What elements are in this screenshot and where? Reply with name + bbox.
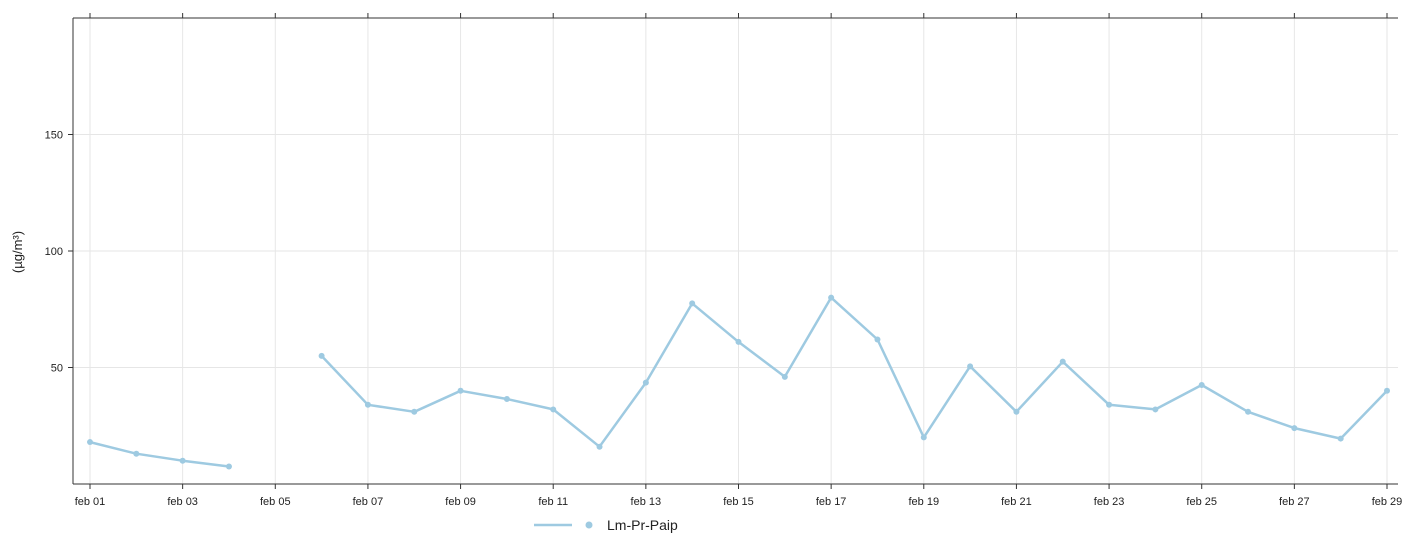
y-tick-label: 150 [45,130,63,142]
data-point [179,457,186,464]
data-point [318,352,325,359]
data-point [689,300,696,307]
x-tick-label: feb 07 [353,496,384,508]
y-axis-title: (µg/m³) [10,231,25,273]
gridlines [73,18,1398,484]
data-point [920,434,927,441]
data-point [642,379,649,386]
x-tick-label: feb 09 [445,496,476,508]
data-point [781,373,788,380]
data-point [874,336,881,343]
data-point [503,395,510,402]
data-point [1152,406,1159,413]
x-tick-label: feb 27 [1279,496,1310,508]
x-tick-label: feb 29 [1372,496,1402,508]
data-point [1291,425,1298,432]
data-point [1059,358,1066,365]
data-point [735,338,742,345]
x-tick-label: feb 21 [1001,496,1032,508]
data-point [87,439,93,446]
data-point [457,387,464,394]
y-tick-label: 50 [51,363,63,375]
data-point [596,443,603,450]
data-point [1013,408,1020,415]
data-point [411,408,418,415]
x-tick-label: feb 23 [1094,496,1125,508]
data-point [1337,435,1344,442]
data-point [133,450,140,457]
x-tick-label: feb 17 [816,496,847,508]
data-point [1245,408,1252,415]
x-tick-label: feb 13 [631,496,662,508]
data-point [1198,381,1205,388]
series-line [320,296,1388,448]
series-line [89,440,230,468]
legend-label: Lm-Pr-Paip [607,517,678,533]
x-tick-label: feb 25 [1186,496,1217,508]
axes [68,13,1398,489]
data-point [1384,387,1390,394]
data-point [550,406,557,413]
x-tick-label: feb 01 [75,496,106,508]
series-area [87,294,1390,470]
data-point [967,363,974,370]
tick-labels: feb 01 feb 03 feb 05 feb 07 feb 09 feb 11 feb … [45,130,1402,509]
data-point [1106,401,1113,408]
x-tick-label: feb 05 [260,496,291,508]
x-tick-label: feb 19 [908,496,939,508]
legend-point-swatch [585,521,593,529]
data-point [364,401,371,408]
legend: Lm-Pr-Paip [534,517,678,533]
x-tick-label: feb 03 [167,496,198,508]
data-point [828,294,835,301]
x-tick-label: feb 11 [538,496,568,508]
data-point [225,463,232,470]
y-tick-label: 100 [45,246,63,258]
x-tick-label: feb 15 [723,496,754,508]
